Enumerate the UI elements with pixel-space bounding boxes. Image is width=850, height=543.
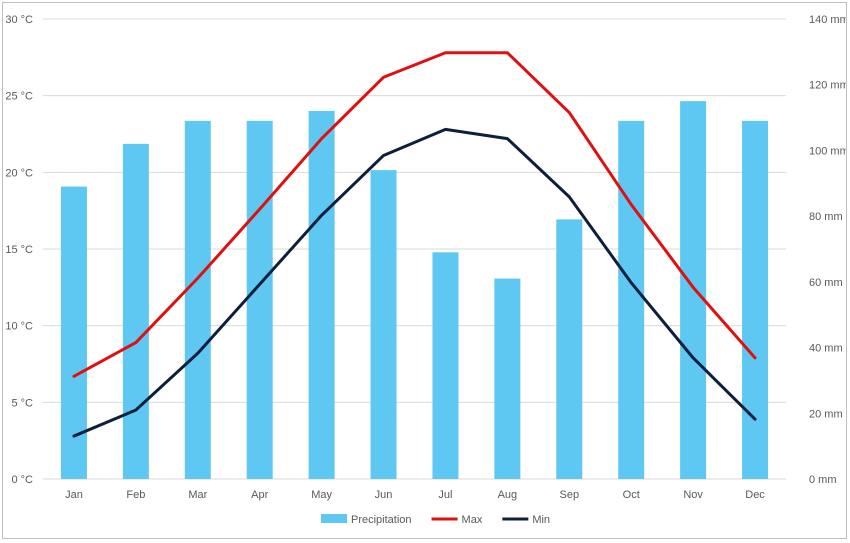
y-right-tick-label: 100 mm <box>809 145 846 157</box>
bar-precipitation <box>556 219 583 479</box>
bar-precipitation <box>60 186 87 480</box>
legend: Precipitation Max Min <box>321 514 550 526</box>
x-tick-label: Aug <box>498 489 518 501</box>
legend-label-precipitation: Precipitation <box>351 514 412 526</box>
climate-chart: 0 °C 5 °C 10 °C 15 °C 20 °C 25 °C 30 °C 0 mm 20… <box>5 14 849 526</box>
bar-precipitation <box>370 170 397 479</box>
x-tick-label: Apr <box>251 489 268 501</box>
y-right-tick-label: 120 mm <box>809 80 846 92</box>
x-tick-label: Jun <box>375 489 393 501</box>
bar-precipitation <box>184 120 211 479</box>
y-left-tick-label: 20 °C <box>5 167 33 179</box>
x-tick-label: Mar <box>188 489 207 501</box>
precipitation-bars <box>60 101 769 480</box>
y-left-tick-label: 30 °C <box>5 14 33 26</box>
x-tick-label: Dec <box>745 489 765 501</box>
x-tick-label: Jul <box>438 489 452 501</box>
y-left-tick-label: 25 °C <box>5 91 33 103</box>
y-right-tick-label: 40 mm <box>809 343 843 355</box>
x-tick-label: Sep <box>560 489 580 501</box>
x-tick-label: Feb <box>126 489 145 501</box>
y-axis-left-ticks: 0 °C 5 °C 10 °C 15 °C 20 °C 25 °C 30 °C <box>5 14 33 486</box>
x-tick-label: Oct <box>623 489 640 501</box>
x-tick-label: Jan <box>65 489 83 501</box>
bar-precipitation <box>742 120 769 479</box>
y-axis-right-ticks: 0 mm 20 mm 40 mm 60 mm 80 mm 100 mm 120 mm 140 … <box>809 14 849 486</box>
y-left-tick-label: 5 °C <box>11 397 33 409</box>
y-right-tick-label: 60 mm <box>809 277 843 289</box>
y-right-tick-label: 140 mm <box>809 14 846 26</box>
x-axis-ticks: Jan Feb Mar Apr May Jun Jul Aug Sep Oct Nov Dec <box>65 489 765 501</box>
bar-precipitation <box>122 143 149 479</box>
bar-precipitation <box>618 120 645 479</box>
y-left-tick-label: 0 °C <box>11 474 33 486</box>
bar-precipitation <box>432 252 459 479</box>
legend-label-min: Min <box>532 514 550 526</box>
bar-precipitation <box>494 278 521 479</box>
line-min <box>72 127 757 438</box>
y-right-tick-label: 80 mm <box>809 211 843 223</box>
line-max <box>72 51 757 378</box>
y-right-tick-label: 0 mm <box>809 474 837 486</box>
x-tick-label: Nov <box>683 489 703 501</box>
legend-swatch-precipitation <box>321 514 347 523</box>
bar-precipitation <box>246 120 273 479</box>
y-right-tick-label: 20 mm <box>809 408 843 420</box>
temperature-lines <box>72 51 757 438</box>
legend-label-max: Max <box>462 514 483 526</box>
y-left-tick-label: 10 °C <box>5 321 33 333</box>
gridlines <box>43 18 786 480</box>
bar-precipitation <box>308 111 335 479</box>
x-tick-label: May <box>311 489 332 501</box>
y-left-tick-label: 15 °C <box>5 244 33 256</box>
bar-precipitation <box>680 101 707 480</box>
